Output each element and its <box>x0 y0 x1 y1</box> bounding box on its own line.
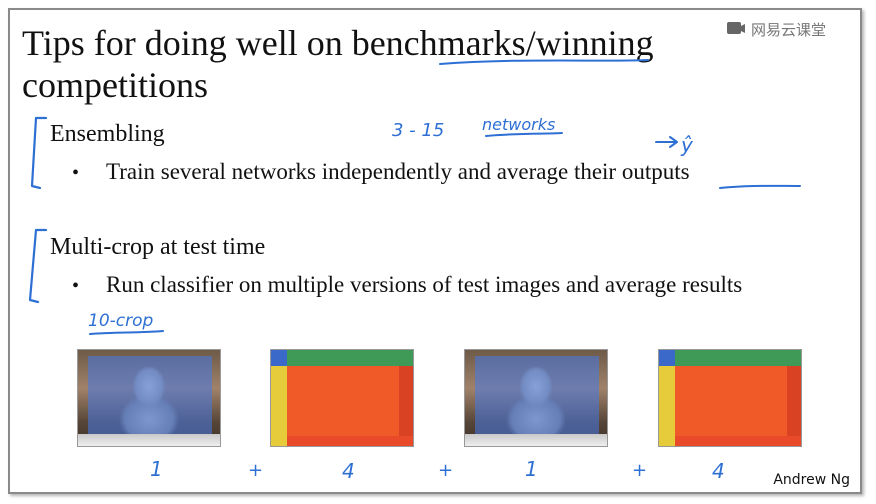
crop-band-bottom <box>287 436 413 446</box>
crop-band-bottom <box>675 436 801 446</box>
bullet-ensembling: • Train several networks independently a… <box>70 158 690 187</box>
crop-band-left <box>659 366 675 446</box>
section-heading-multicrop: Multi-crop at test time <box>50 234 266 260</box>
crop-image-center-flipped <box>464 349 608 447</box>
crop-overlay <box>475 356 599 442</box>
bullet-dot: • <box>72 162 80 184</box>
crop-band-left <box>271 366 287 446</box>
crop-ledge <box>465 434 607 446</box>
bullet-text-multicrop: Run classifier on multiple versions of t… <box>106 272 743 297</box>
crop-band-top-left <box>659 350 675 366</box>
crop-image-center <box>77 349 221 447</box>
section-heading-ensembling: Ensembling <box>50 121 165 147</box>
bullet-multicrop: • Run classifier on multiple versions of… <box>70 271 742 300</box>
crop-image-corners-flipped <box>658 349 802 447</box>
watermark: 网易云课堂 <box>726 18 826 40</box>
slide-title: Tips for doing well on benchmarks/winnin… <box>22 23 654 105</box>
crop-band-top <box>659 350 801 366</box>
crop-band-right <box>787 366 801 446</box>
crop-ledge <box>78 434 220 446</box>
crop-overlay <box>88 356 212 442</box>
author-credit: Andrew Ng <box>773 472 850 488</box>
crop-band-top-left <box>271 350 287 366</box>
crop-image-corners <box>270 349 414 447</box>
crop-band-right <box>399 366 413 446</box>
bullet-text-ensembling: Train several networks independently and… <box>106 159 690 184</box>
crop-band-top <box>271 350 413 366</box>
watermark-text: 网易云课堂 <box>751 20 827 39</box>
bullet-dot: • <box>72 275 80 297</box>
cloud-class-icon <box>727 22 745 34</box>
